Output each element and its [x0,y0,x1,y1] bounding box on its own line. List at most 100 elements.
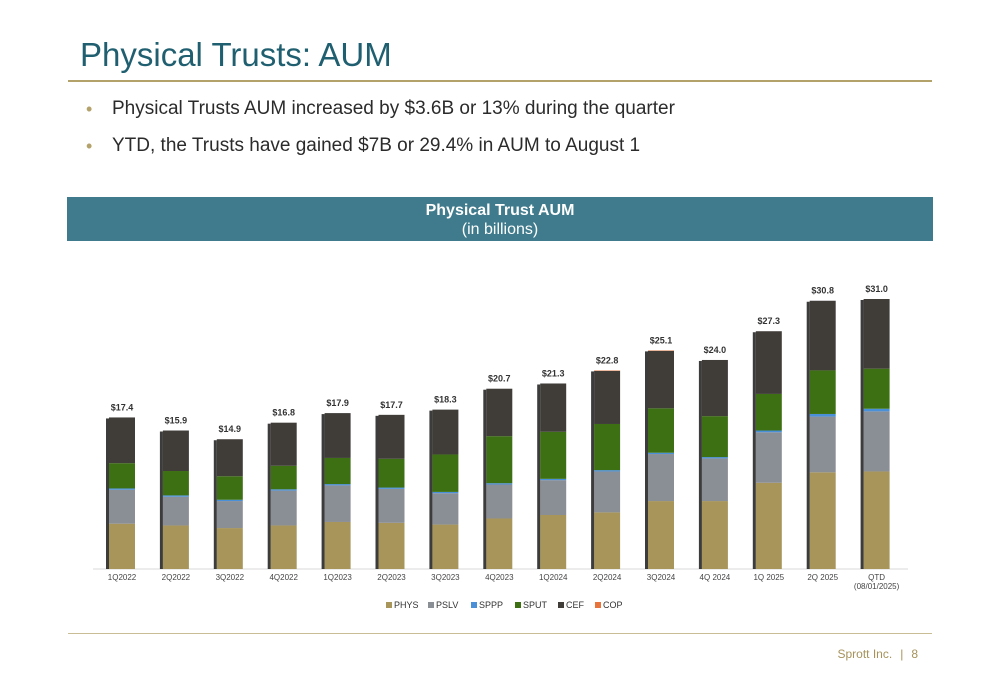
bar-segment-cef [270,422,297,466]
bar-segment-phys [378,522,405,569]
page-title: Physical Trusts: AUM [80,36,392,73]
bar-segment-cef [863,299,890,369]
x-tick-label: 3Q2022 [216,573,245,582]
bar-segment-phys [486,518,513,569]
total-label: $25.1 [650,335,673,345]
bar-segment-cef [486,388,513,437]
legend-label: COP [603,600,623,610]
x-tick-label: 4Q 2024 [700,573,731,582]
total-label: $17.9 [326,398,349,408]
bar-segment-cef [162,430,189,472]
footer-divider [68,633,932,634]
bar-segment-sppp [755,430,782,433]
bar-segment-cef [378,414,405,459]
bar-segment-pslv [594,471,621,513]
title-divider [68,80,932,82]
legend-label: SPPP [479,600,503,610]
bar-segment-phys [755,482,782,569]
bullet-item: • Physical Trusts AUM increased by $3.6B… [86,95,675,132]
bar-segment-pslv [432,493,459,525]
bar-segment-pslv [755,432,782,483]
bar-side-shadow [860,300,864,569]
legend-swatch-pslv [428,602,434,608]
bar-side-shadow [213,440,217,569]
bar-side-shadow [159,431,163,569]
bar-segment-sput [216,476,243,500]
total-label: $31.0 [865,284,888,294]
bar-segment-sppp [540,478,567,481]
bar-segment-sput [809,370,836,414]
bar-segment-phys [324,521,351,569]
chart-banner: Physical Trust AUM (in billions) [67,197,933,241]
bar-segment-sppp [270,489,297,491]
bar-side-shadow [806,301,810,569]
x-tick-label: 2Q2022 [162,573,191,582]
bar-segment-pslv [540,480,567,515]
bar-segment-cef [755,331,782,394]
x-tick-label: 2Q2023 [377,573,406,582]
total-label: $14.9 [219,424,242,434]
x-tick-label: (08/01/2025) [854,582,900,591]
bar-segment-pslv [216,501,243,529]
bar-segment-sput [755,393,782,431]
bar-segment-phys [701,501,728,569]
bullet-item: • YTD, the Trusts have gained $7B or 29.… [86,132,675,169]
total-label: $24.0 [704,345,727,355]
bar-segment-phys [809,472,836,569]
bar-segment-sppp [216,499,243,502]
legend-label: PSLV [436,600,458,610]
bar-segment-sppp [324,484,351,486]
bar-segment-phys [270,525,297,569]
bullet-icon: • [86,99,93,119]
bar-segment-cef [109,417,135,464]
bar-segment-cef [701,359,728,417]
bar-segment-pslv [162,496,189,526]
total-label: $16.8 [272,408,295,418]
legend-swatch-phys [386,602,392,608]
bar-segment-sput [486,436,513,484]
legend-swatch-sppp [471,602,477,608]
bar-segment-cef [594,370,621,424]
x-tick-label: 2Q 2025 [807,573,838,582]
bar-side-shadow [429,410,433,569]
x-tick-label: QTD [868,573,885,582]
legend-label: CEF [566,600,585,610]
chart-subtitle: (in billions) [461,221,539,238]
bar-segment-sppp [109,488,135,490]
bullet-icon: • [86,136,93,156]
x-tick-label: 4Q2022 [269,573,298,582]
bar-segment-phys [648,501,674,569]
bar-side-shadow [537,384,541,569]
x-tick-label: 1Q 2025 [753,573,784,582]
bar-side-shadow [321,414,325,569]
total-label: $18.3 [434,395,457,405]
bar-segment-pslv [270,490,297,526]
bar-segment-pslv [809,416,836,473]
bar-segment-sput [109,463,135,489]
footer: Sprott Inc. | 8 [837,647,918,661]
bar-segment-phys [109,523,135,569]
stacked-bar-chart: $17.4 1Q2022 $15.9 2Q2022 $14.9 3Q2022 $16.8 4Q… [93,284,908,610]
bar-segment-sput [594,423,621,471]
bar-segment-sppp [701,457,728,459]
total-label: $15.9 [165,416,188,426]
bar-side-shadow [645,351,648,569]
bar-segment-sppp [594,470,621,472]
footer-company: Sprott Inc. [837,647,893,661]
bar-segment-sput [432,454,459,492]
bar-segment-sppp [863,408,890,412]
bar-segment-sppp [809,413,836,417]
bar-segment-sppp [432,491,459,494]
x-tick-label: 1Q2024 [539,573,568,582]
total-label: $22.8 [596,355,619,365]
legend-label: PHYS [394,600,419,610]
bar-segment-sppp [162,495,189,497]
bar-segment-cef [216,439,243,477]
legend-label: SPUT [523,600,548,610]
bar-segment-pslv [486,484,513,519]
x-tick-label: 2Q2024 [593,573,622,582]
bar-side-shadow [483,389,487,569]
total-label: $17.4 [111,402,134,412]
bar-segment-cef [648,350,674,409]
bar-side-shadow [591,371,595,569]
